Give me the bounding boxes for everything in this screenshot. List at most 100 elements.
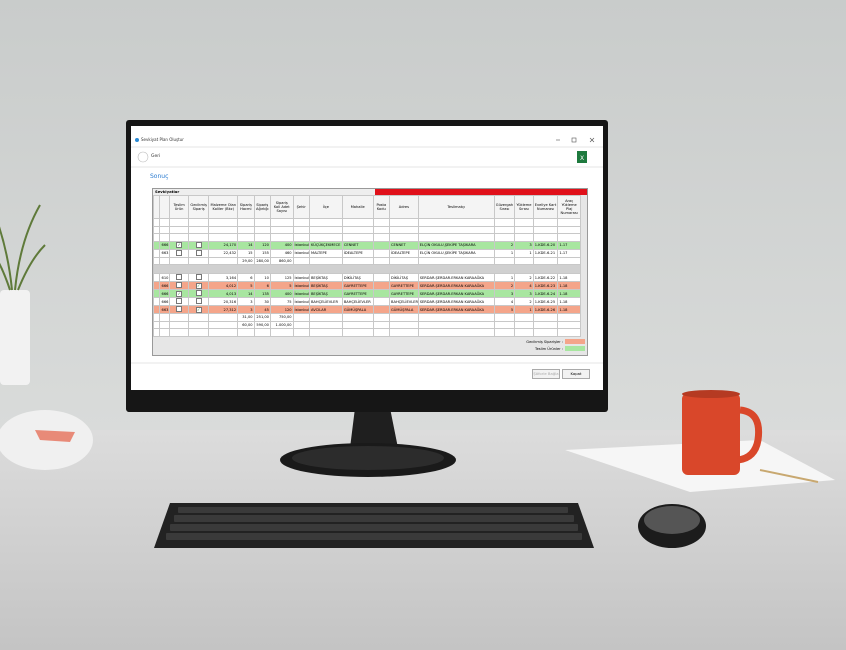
checkbox	[195, 242, 202, 248]
cell: 1	[493, 273, 516, 282]
cell	[169, 218, 189, 227]
cell	[253, 233, 271, 242]
excel-button[interactable]	[577, 151, 587, 163]
cell	[292, 328, 310, 337]
cell	[372, 289, 391, 298]
cell	[372, 313, 391, 322]
back-button[interactable]	[137, 151, 149, 163]
cell: GAYRETTEPE	[341, 289, 374, 298]
cell	[514, 233, 534, 242]
data-row: 610 3,164 6 10 125 İstanbul BEŞİKTAŞ DİKİLİTAŞ D…	[153, 273, 581, 282]
cell: 24,170	[208, 240, 239, 250]
checkbox	[176, 282, 183, 288]
cell: 3	[514, 289, 534, 298]
cell: 1-18	[557, 305, 581, 314]
row-indicator	[153, 248, 161, 258]
cell: 666	[159, 297, 171, 306]
cell: 1-KDE-6-21	[532, 248, 559, 258]
cell	[514, 328, 534, 337]
totals-row: 60,00 590,00 1.000,00	[153, 320, 581, 329]
cell	[292, 320, 310, 329]
cell	[187, 256, 210, 265]
cell	[493, 233, 516, 242]
cell: GAYRETTEPE	[341, 281, 374, 290]
cell	[389, 218, 419, 227]
cell	[237, 225, 255, 234]
empty-row	[153, 225, 581, 234]
cell: 610	[159, 273, 171, 282]
empty-row	[153, 328, 581, 337]
cell	[532, 328, 559, 337]
checkbox	[195, 250, 202, 256]
total-cell: 251,00	[253, 313, 271, 322]
cell	[514, 225, 534, 234]
assign-button[interactable]: Şöforle Bağla	[532, 369, 560, 379]
legend-label: Gecikmiş Siparişler :	[526, 339, 563, 344]
cell	[389, 225, 419, 234]
cell	[514, 313, 534, 322]
header-cell	[159, 195, 171, 219]
cell	[237, 233, 255, 242]
cell	[557, 233, 581, 242]
cell: SERDAR.ŞERDAR.ERKAN KARAAĞKA	[417, 297, 495, 306]
checkbox-cell	[169, 297, 189, 306]
legend-entry: Teslim Ürünler :	[526, 346, 585, 351]
cell: 3,164	[208, 273, 239, 282]
cell: 15	[237, 248, 255, 258]
cell: 2	[493, 281, 516, 290]
cell	[557, 225, 581, 234]
total-cell: 590,00	[253, 320, 271, 329]
checkbox	[195, 298, 202, 304]
checkbox-cell: ✓	[187, 281, 210, 290]
checkbox	[195, 274, 202, 280]
header-cell: Gecikmiş Sipariş	[187, 195, 210, 219]
totals-row: 31,00 251,00 750,00	[153, 313, 581, 322]
cell	[269, 225, 294, 234]
checkbox-cell	[187, 273, 210, 282]
cell: 1-KDE-6-22	[532, 273, 559, 282]
cell	[187, 328, 210, 337]
header-row: Teslim Ürün Gecikmiş Sipariş Malzeme Olan …	[153, 195, 581, 219]
cell	[372, 248, 391, 258]
cell	[389, 313, 419, 322]
cell: İDEALTEPE	[341, 248, 374, 258]
monitor-base-top	[292, 446, 444, 470]
checkbox: ✓	[176, 242, 183, 248]
cell	[187, 233, 210, 242]
cell	[514, 218, 534, 227]
cell: CENNET	[389, 240, 419, 250]
cell	[159, 225, 171, 234]
cell: İstanbul	[292, 297, 310, 306]
cell: 5	[269, 281, 294, 290]
checkbox-cell	[187, 248, 210, 258]
total-cell: 750,00	[269, 313, 294, 322]
monitor-neck	[350, 408, 398, 448]
cell	[208, 218, 239, 227]
checkbox-cell: ✓	[187, 305, 210, 314]
cell: BEŞİKTAŞ	[308, 273, 343, 282]
cell	[269, 328, 294, 337]
back-label[interactable]: Geri	[151, 154, 161, 159]
cell: 1-KDE-6-20	[532, 240, 559, 250]
cell	[208, 313, 239, 322]
close-button[interactable]: Kapat	[562, 369, 590, 379]
header-cell	[153, 195, 161, 219]
cell: SERDAR.ŞERDAR.ERKAN KARAAĞKA	[417, 289, 495, 298]
cell	[389, 256, 419, 265]
cell: 5	[237, 281, 255, 290]
data-row: 666 ✓ 24,170 14 120 400 İstanbul KÜÇÜKÇEKMECE CE…	[153, 240, 581, 250]
cell: 663	[159, 248, 171, 258]
cell: 1-KDE-6-23	[532, 281, 559, 290]
cell	[292, 256, 310, 265]
cell: 666	[159, 289, 171, 298]
plant-pot	[0, 290, 30, 385]
cell: 663	[159, 305, 171, 314]
cell: CENNET	[341, 240, 374, 250]
table: Teslim Ürün Gecikmiş Sipariş Malzeme Olan …	[153, 195, 581, 337]
cell	[372, 273, 391, 282]
cell: 1	[514, 248, 534, 258]
cell	[372, 240, 391, 250]
cell: 1-18	[557, 289, 581, 298]
cell: SERDAR.ŞERDAR.ERKAN KARAAĞKA	[417, 273, 495, 282]
